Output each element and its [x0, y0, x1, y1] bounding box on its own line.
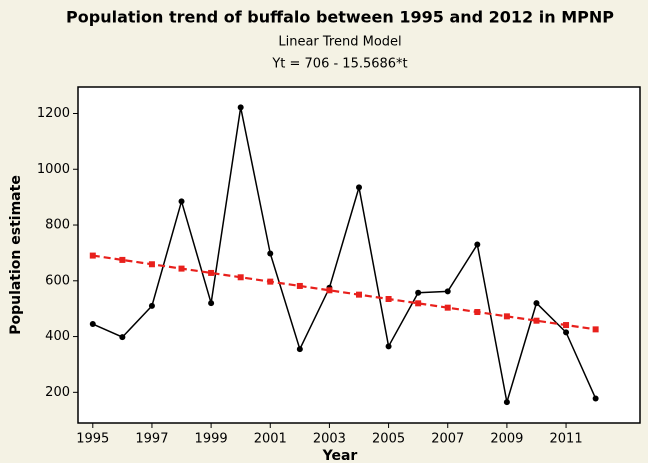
point — [326, 287, 333, 294]
point — [592, 326, 599, 333]
y-axis-label: Population estimate — [8, 175, 24, 335]
point — [237, 104, 244, 111]
point — [385, 296, 392, 303]
x-axis-label: Year — [322, 448, 358, 463]
series-line — [92, 107, 597, 403]
y-tick-label: 600 — [45, 273, 70, 288]
y-tick-label: 800 — [45, 218, 70, 233]
point — [503, 313, 510, 320]
point — [563, 329, 570, 336]
chart-title: Population trend of buffalo between 1995… — [66, 8, 614, 27]
point — [178, 265, 185, 272]
x-tick-label: 2001 — [254, 432, 287, 447]
y-tick-label: 1000 — [37, 162, 70, 177]
point — [89, 252, 96, 259]
series-line — [92, 254, 596, 331]
point — [444, 304, 451, 311]
point — [592, 395, 599, 402]
x-tick-label: 2007 — [431, 432, 464, 447]
point — [119, 334, 126, 341]
x-tick-label: 2011 — [550, 432, 583, 447]
point — [296, 346, 303, 353]
point — [296, 282, 303, 289]
point — [474, 309, 481, 316]
point — [89, 321, 96, 328]
x-tick-label: 1999 — [195, 432, 228, 447]
point — [415, 289, 422, 296]
point — [474, 241, 481, 248]
y-tick-label: 400 — [45, 329, 70, 344]
point — [148, 302, 155, 309]
point — [503, 399, 510, 406]
point — [385, 343, 392, 350]
point — [356, 184, 362, 191]
point — [415, 300, 422, 307]
point — [533, 317, 540, 324]
point — [119, 256, 126, 263]
plot-area — [77, 86, 641, 424]
point — [208, 300, 215, 307]
trend-equation: Yt = 706 - 15.5686*t — [271, 57, 407, 72]
x-tick-label: 2005 — [372, 432, 405, 447]
y-tick-label: 1200 — [37, 106, 70, 121]
x-tick-label: 2009 — [490, 432, 523, 447]
point — [237, 274, 244, 281]
x-tick-label: 1995 — [76, 432, 109, 447]
point — [148, 261, 155, 268]
x-tick-label: 2003 — [313, 432, 346, 447]
point — [563, 322, 570, 329]
point — [267, 250, 274, 257]
chart-subtitle: Linear Trend Model — [278, 35, 401, 50]
y-tick-label: 200 — [45, 385, 70, 400]
point — [356, 291, 362, 298]
x-tick-label: 1997 — [135, 432, 168, 447]
point — [444, 288, 451, 295]
point — [267, 278, 274, 285]
point — [533, 300, 540, 307]
point — [178, 198, 185, 205]
point — [208, 269, 215, 276]
